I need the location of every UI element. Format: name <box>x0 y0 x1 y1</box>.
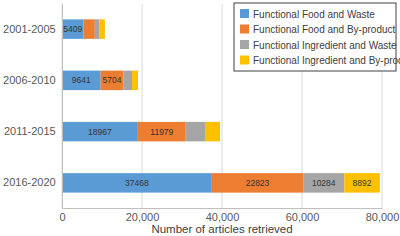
bar-segment <box>138 122 186 141</box>
x-tick-label: 40,000 <box>206 211 240 223</box>
x-tick-label: 20,000 <box>126 211 160 223</box>
data-label: 22823 <box>246 178 270 188</box>
data-label: 10284 <box>312 178 336 188</box>
chart: 5409 9641 18967 37468 5704 11979 22823 10284 889… <box>0 0 400 236</box>
legend: Functional Food and Waste Functional Food… <box>234 3 400 71</box>
y-tick-label: 2006-2010 <box>3 74 56 86</box>
legend-swatch <box>240 25 249 34</box>
data-label: 18967 <box>88 127 112 137</box>
x-tick: 40,000 <box>206 208 240 223</box>
bar-segment <box>186 122 205 141</box>
x-tick-label: 80,000 <box>366 211 400 223</box>
bar-segment <box>212 173 303 192</box>
data-label: 9641 <box>72 75 91 85</box>
bar-segment <box>123 71 132 90</box>
x-tick: 20,000 <box>126 208 160 223</box>
data-label: 11979 <box>150 127 173 137</box>
legend-label: Functional Food and Waste <box>253 9 375 20</box>
bar-segment <box>95 19 99 38</box>
legend-label: Functional Ingredient and Waste <box>253 40 397 51</box>
legend-item: Functional Ingredient and By-product <box>240 55 400 66</box>
legend-label: Functional Food and By-product <box>253 24 396 35</box>
y-tick: 2006-2010 <box>3 74 62 86</box>
bar-segment <box>303 173 344 192</box>
series <box>62 19 212 192</box>
x-tick: 80,000 <box>366 208 400 223</box>
x-tick: 60,000 <box>286 208 320 223</box>
bar-segment <box>132 71 138 90</box>
y-tick: 2016-2020 <box>3 176 62 188</box>
legend-item: Functional Food and Waste <box>240 9 375 20</box>
x-axis-title: Number of articles retrieved <box>151 223 292 235</box>
y-axis-line <box>62 5 63 209</box>
data-label: 8892 <box>353 178 372 188</box>
bar-segment <box>84 19 95 38</box>
bar-segment <box>99 19 105 38</box>
bar-segment <box>101 71 124 90</box>
x-axis: 0 20,000 40,000 60,000 80,000 <box>59 208 399 223</box>
y-axis: 2001-2005 2006-2010 2011-2015 2016-2020 <box>3 5 62 209</box>
data-label: 5409 <box>63 24 82 34</box>
y-tick-label: 2011-2015 <box>4 125 56 137</box>
data-label: 5704 <box>103 75 122 85</box>
y-tick-label: 2001-2005 <box>3 23 56 35</box>
bar-segment <box>205 122 220 141</box>
legend-item: Functional Ingredient and Waste <box>240 40 397 51</box>
bar-segment <box>344 173 380 192</box>
x-tick: 0 <box>59 208 65 223</box>
bar-segment <box>62 173 212 192</box>
y-tick: 2001-2005 <box>3 23 62 35</box>
legend-swatch <box>240 56 249 65</box>
bar-segment <box>62 19 84 38</box>
y-tick-label: 2016-2020 <box>3 176 56 188</box>
grid-line <box>62 4 63 208</box>
x-tick-label: 0 <box>59 211 65 223</box>
plot: 5409 9641 18967 37468 5704 11979 22823 10284 889… <box>3 4 399 223</box>
data-label: 37468 <box>125 178 149 188</box>
legend-label: Functional Ingredient and By-product <box>253 55 400 66</box>
legend-swatch <box>240 40 249 49</box>
y-tick: 2011-2015 <box>4 125 62 137</box>
x-tick-label: 60,000 <box>286 211 320 223</box>
bar-segment <box>62 71 101 90</box>
bar-segment <box>62 122 138 141</box>
legend-swatch <box>240 9 249 18</box>
x-axis-line <box>63 208 383 209</box>
legend-item: Functional Food and By-product <box>240 24 396 35</box>
